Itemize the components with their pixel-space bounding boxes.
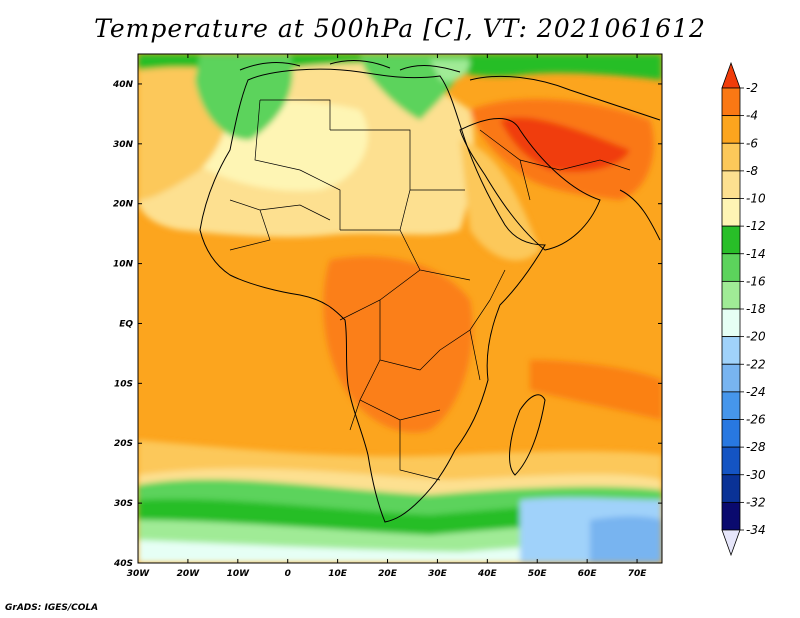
colorbar-label: -32: [746, 495, 766, 509]
colorbar-box: [721, 446, 741, 476]
colorbar-box: [721, 363, 741, 393]
lat-tick-label: 20S: [114, 439, 133, 449]
plot-frame: [137, 53, 663, 564]
colorbar-label: -28: [746, 440, 766, 454]
lon-tick-label: 10W: [227, 569, 251, 579]
colorbar-bottom-arrow: [721, 529, 741, 557]
colorbar-label: -8: [746, 164, 758, 178]
colorbar-box: [721, 87, 741, 117]
coastlines: [199, 60, 661, 523]
colorbar-label: -14: [746, 247, 766, 261]
lon-tick-label: 40E: [477, 569, 498, 579]
map-title: Temperature at 500hPa [C], VT: 202106161…: [94, 14, 706, 43]
arabia-coastline: [459, 117, 601, 251]
latitude-axis: 40N 30N 20N 10N EQ 10S 20S 30S 40S: [112, 80, 662, 569]
colorbar: -2 -4 -6 -8 -10 -12 -14 -16 -18 -20 -22 -24 -26 -28 -3…: [721, 61, 766, 557]
colorbar-label: -4: [746, 109, 758, 123]
colorbar-label: -30: [746, 468, 766, 482]
country-borders: [229, 99, 631, 481]
colorbar-label: -34: [746, 523, 766, 537]
lon-tick-label: 20W: [177, 569, 201, 579]
lat-tick-label: 10N: [113, 260, 134, 270]
colorbar-box: [721, 253, 741, 282]
lon-tick-label: 60E: [578, 569, 598, 579]
lon-tick-label: 30E: [428, 569, 448, 579]
lat-tick-label: 30S: [114, 499, 133, 509]
colorbar-label: -6: [746, 136, 758, 150]
colorbar-label: -22: [746, 357, 766, 371]
colorbar-label: -26: [746, 413, 766, 427]
colorbar-label: -12: [746, 219, 766, 233]
colorbar-label: -24: [746, 385, 766, 399]
colorbar-box: [721, 308, 741, 338]
lon-tick-label: 50E: [528, 569, 548, 579]
lon-tick-label: 10E: [328, 569, 348, 579]
colorbar-box: [721, 170, 741, 199]
colorbar-label: -10: [746, 192, 766, 206]
lat-tick-label: 40N: [112, 80, 134, 90]
lon-tick-label: 20E: [378, 569, 398, 579]
longitude-axis: 30W 20W 10W 0 10E 20E 30E 40E 50E 60E 70E: [127, 54, 647, 579]
colorbar-box: [721, 142, 741, 172]
colorbar-box: [721, 198, 741, 227]
grads-credit: GrADS: IGES/COLA: [5, 603, 99, 613]
madagascar-coastline: [509, 394, 546, 476]
colorbar-box: [721, 391, 741, 420]
colorbar-label: -20: [746, 330, 766, 344]
colorbar-label: -16: [746, 274, 766, 288]
colorbar-box: [721, 280, 741, 310]
colorbar-box: [721, 336, 741, 365]
colorbar-label: -2: [746, 81, 758, 95]
colorbar-box: [721, 501, 741, 531]
lat-tick-label: EQ: [119, 319, 133, 329]
lat-tick-label: 10S: [114, 379, 133, 389]
colorbar-box: [721, 225, 741, 255]
colorbar-box: [721, 419, 741, 448]
lat-tick-label: 20N: [113, 200, 134, 210]
lat-tick-label: 30N: [113, 140, 134, 150]
lon-tick-label: 70E: [628, 569, 648, 579]
colorbar-box: [721, 474, 741, 503]
colorbar-box: [721, 115, 741, 144]
lat-tick-label: 40S: [113, 559, 133, 569]
colorbar-label: -18: [746, 302, 766, 316]
colorbar-top-arrow: [721, 61, 741, 89]
lon-tick-label: 0: [285, 569, 291, 579]
lon-tick-label: 30W: [127, 569, 151, 579]
